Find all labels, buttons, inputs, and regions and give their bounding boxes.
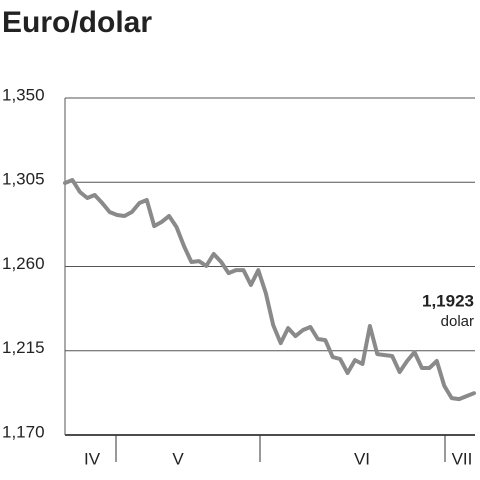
x-tick-label: VII [452, 449, 473, 468]
chart-title: Euro/dolar [2, 6, 152, 39]
x-tick-label: V [172, 449, 184, 468]
y-tick-label: 1,170 [2, 422, 45, 441]
annotation-unit: dolar [441, 313, 474, 330]
x-tick-label: IV [84, 449, 101, 468]
y-tick-label: 1,215 [2, 338, 45, 357]
annotation-value: 1,1923 [422, 291, 474, 310]
y-tick-label: 1,350 [2, 85, 45, 104]
y-tick-label: 1,305 [2, 170, 45, 189]
y-tick-label: 1,260 [2, 254, 45, 273]
x-tick-label: VI [354, 449, 370, 468]
price-line [63, 178, 476, 402]
